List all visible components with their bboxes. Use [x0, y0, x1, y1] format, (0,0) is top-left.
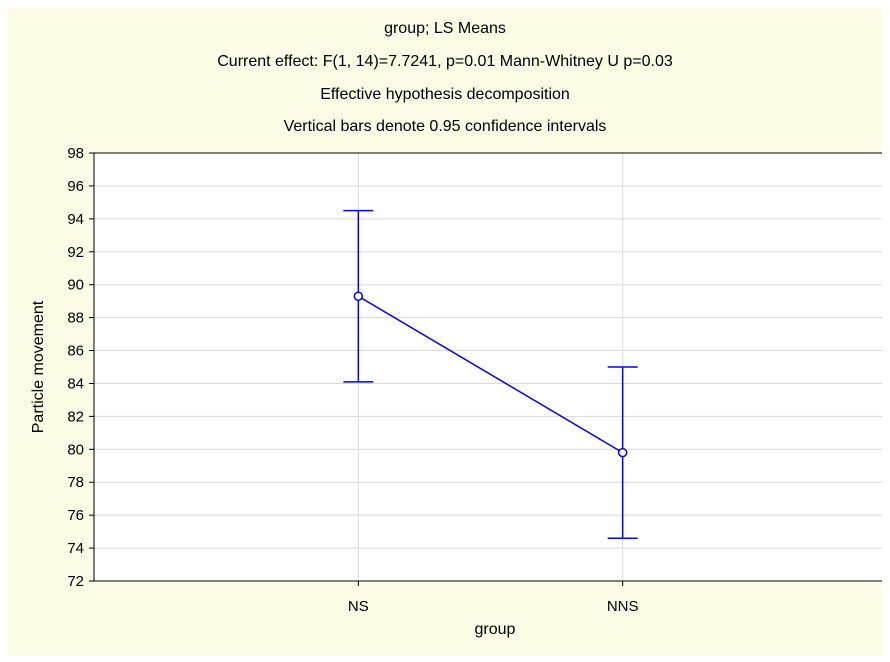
y-tick-label: 92 [67, 244, 84, 261]
y-tick-label: 72 [67, 573, 84, 590]
chart-frame: group; LS Means Current effect: F(1, 14)… [8, 8, 882, 656]
y-tick-label: 80 [67, 441, 84, 458]
y-axis-ticks: 72 74 76 78 80 82 84 86 88 90 92 94 96 98 [67, 145, 94, 590]
x-axis-title: group [475, 621, 516, 638]
y-tick-label: 98 [67, 145, 84, 162]
chart-title-group: group; LS Means Current effect: F(1, 14)… [217, 20, 673, 135]
chart-title-line-2: Current effect: F(1, 14)=7.7241, p=0.01 … [217, 53, 673, 70]
y-tick-label: 78 [67, 474, 84, 491]
x-axis-ticks: NS NNS [348, 581, 639, 615]
chart-title-line-1: group; LS Means [384, 20, 506, 37]
y-tick-label: 86 [67, 343, 84, 360]
y-tick-label: 82 [67, 408, 84, 425]
chart-title-line-4: Vertical bars denote 0.95 confidence int… [284, 118, 607, 135]
plot-border [93, 152, 882, 582]
x-tick-label: NNS [607, 598, 639, 615]
series-layer [343, 209, 638, 539]
data-point [617, 447, 628, 458]
y-tick-label: 94 [67, 211, 84, 228]
y-tick-label: 90 [67, 277, 84, 294]
y-axis-title: Particle movement [30, 300, 47, 433]
y-tick-label: 84 [67, 375, 84, 392]
y-tick-label: 96 [67, 178, 84, 195]
series-line [357, 295, 624, 454]
chart-title-line-3: Effective hypothesis decomposition [320, 86, 570, 103]
data-point [353, 291, 364, 301]
y-tick-label: 74 [67, 540, 84, 557]
x-tick-label: NS [348, 598, 369, 615]
plot-area [94, 153, 882, 581]
y-tick-label: 88 [67, 310, 84, 327]
y-tick-label: 76 [67, 507, 84, 524]
chart-svg: group; LS Means Current effect: F(1, 14)… [30, 20, 882, 638]
